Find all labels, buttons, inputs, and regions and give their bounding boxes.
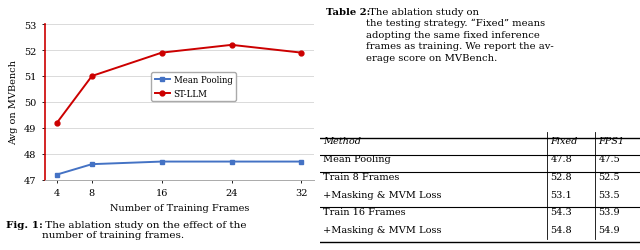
Text: The ablation study on
the testing strategy. “Fixed” means
adopting the same fixe: The ablation study on the testing strate… (366, 8, 554, 62)
Text: +Masking & MVM Loss: +Masking & MVM Loss (323, 190, 442, 199)
Text: 54.9: 54.9 (598, 225, 620, 234)
Text: 47.5: 47.5 (598, 154, 620, 164)
Mean Pooling (228, 160, 236, 164)
Text: FPS1: FPS1 (598, 137, 625, 146)
Mean Pooling (88, 163, 96, 166)
Mean Pooling (298, 160, 305, 164)
Text: Table 2:: Table 2: (326, 8, 371, 16)
ST-LLM (298, 52, 305, 55)
Text: Method: Method (323, 137, 361, 146)
X-axis label: Number of Training Frames: Number of Training Frames (109, 203, 249, 212)
Line: ST-LLM: ST-LLM (54, 43, 304, 126)
Text: 53.9: 53.9 (598, 208, 620, 216)
Text: 53.1: 53.1 (550, 190, 572, 199)
Text: Train 16 Frames: Train 16 Frames (323, 208, 406, 216)
ST-LLM (88, 75, 96, 78)
Text: 53.5: 53.5 (598, 190, 620, 199)
Legend: Mean Pooling, ST-LLM: Mean Pooling, ST-LLM (151, 73, 236, 102)
ST-LLM (53, 122, 61, 125)
Y-axis label: Avg on MVBench: Avg on MVBench (10, 60, 19, 145)
Text: The ablation study on the effect of the
number of training frames.: The ablation study on the effect of the … (42, 220, 246, 239)
Text: 52.5: 52.5 (598, 172, 620, 181)
Text: 54.3: 54.3 (550, 208, 572, 216)
Text: Train 8 Frames: Train 8 Frames (323, 172, 399, 181)
Line: Mean Pooling: Mean Pooling (54, 160, 304, 177)
ST-LLM (158, 52, 166, 55)
Text: 52.8: 52.8 (550, 172, 572, 181)
Text: 47.8: 47.8 (550, 154, 572, 164)
Text: Mean Pooling: Mean Pooling (323, 154, 391, 164)
Mean Pooling (53, 173, 61, 176)
Text: 54.8: 54.8 (550, 225, 572, 234)
Text: Fig. 1:: Fig. 1: (6, 220, 44, 229)
Mean Pooling (158, 160, 166, 164)
Text: +Masking & MVM Loss: +Masking & MVM Loss (323, 225, 442, 234)
Text: Fixed: Fixed (550, 137, 578, 146)
ST-LLM (228, 44, 236, 47)
